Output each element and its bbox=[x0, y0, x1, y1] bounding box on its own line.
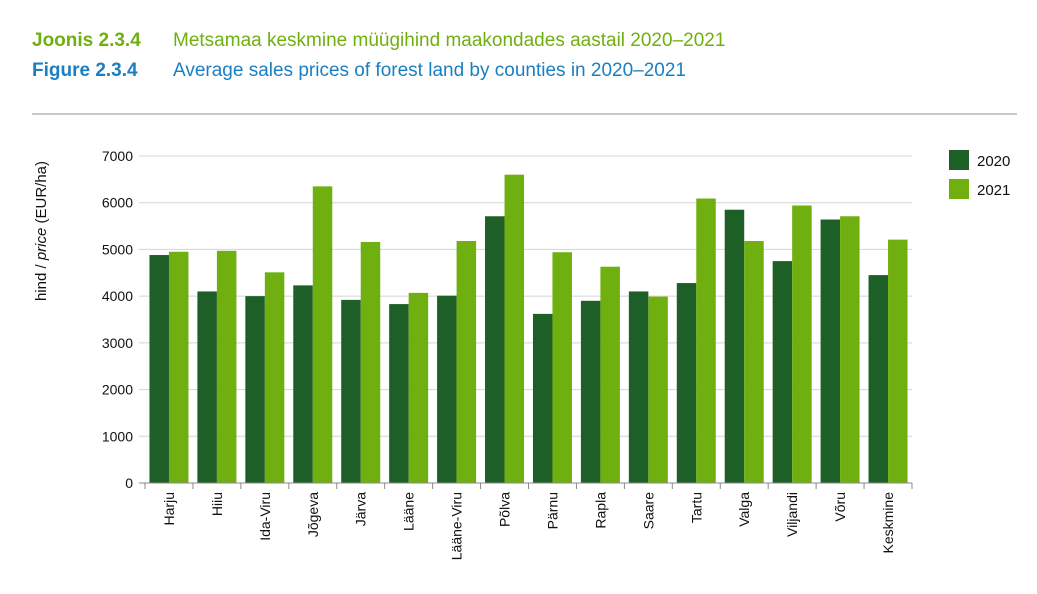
bar-2021 bbox=[360, 241, 381, 483]
english-caption: Figure 2.3.4 Average sales prices of for… bbox=[32, 60, 725, 90]
x-category-label: Hiiu bbox=[209, 492, 225, 516]
estonian-caption: Joonis 2.3.4 Metsamaa keskmine müügihind… bbox=[32, 30, 725, 60]
x-category-label: Jõgeva bbox=[305, 492, 321, 537]
x-category-label: Tartu bbox=[688, 492, 704, 523]
bar-2020 bbox=[868, 275, 889, 483]
x-category-label: Keskmine bbox=[880, 492, 896, 554]
legend-label-2020: 2020 bbox=[977, 153, 1010, 170]
bar-2021 bbox=[744, 241, 764, 483]
x-category-label: Lääne-Viru bbox=[449, 492, 465, 560]
legend-swatch-2021 bbox=[949, 179, 969, 199]
bar-2021 bbox=[792, 205, 812, 483]
bar-2021 bbox=[216, 250, 237, 483]
bar-2020 bbox=[724, 209, 745, 483]
y-axis-label-text: hind / bbox=[33, 260, 50, 301]
bar-2021 bbox=[600, 266, 620, 483]
x-category-label: Viljandi bbox=[784, 492, 800, 537]
bar-2020 bbox=[245, 296, 265, 483]
estonian-figure-label: Joonis 2.3.4 bbox=[32, 30, 141, 51]
legend: 2020 2021 bbox=[949, 150, 1010, 199]
bar-2021 bbox=[408, 292, 429, 483]
bar-2020 bbox=[197, 291, 217, 483]
x-category-label: Järva bbox=[353, 492, 369, 526]
bar-2021 bbox=[504, 174, 525, 483]
x-category-label: Põlva bbox=[497, 492, 513, 527]
bar-2021 bbox=[552, 252, 572, 483]
y-axis-label-unit: (EUR/ha) bbox=[33, 161, 50, 228]
bar-2021 bbox=[696, 198, 716, 483]
english-figure-label: Figure 2.3.4 bbox=[32, 60, 138, 81]
x-axis-categories: Harju Hiiu Ida-Viru Jõgeva Järva Lääne Lääne-V… bbox=[161, 492, 896, 560]
bar-2020 bbox=[628, 291, 649, 483]
x-category-label: Rapla bbox=[592, 492, 608, 529]
y-tick-label: 3000 bbox=[102, 335, 133, 351]
bar-2020 bbox=[389, 304, 409, 483]
legend-swatch-2020 bbox=[949, 150, 969, 170]
english-figure-title: Average sales prices of forest land by c… bbox=[173, 60, 686, 81]
bar-2020 bbox=[341, 299, 361, 483]
y-tick-label: 0 bbox=[125, 475, 133, 491]
x-category-label: Võru bbox=[832, 492, 848, 522]
bar-2021 bbox=[888, 239, 908, 483]
bar-2021 bbox=[456, 241, 477, 483]
header-divider bbox=[32, 113, 1017, 115]
x-category-label: Lääne bbox=[401, 492, 417, 531]
bar-2020 bbox=[485, 216, 505, 484]
y-tick-label: 6000 bbox=[102, 195, 133, 211]
bar-2020 bbox=[293, 285, 313, 483]
x-category-label: Valga bbox=[736, 492, 752, 527]
bar-2020 bbox=[676, 283, 697, 483]
bar-2020 bbox=[820, 219, 841, 483]
x-axis bbox=[139, 482, 913, 489]
x-category-label: Harju bbox=[161, 492, 177, 525]
legend-label-2021: 2021 bbox=[977, 182, 1010, 199]
bars bbox=[149, 174, 908, 484]
y-axis-label-italic: price bbox=[33, 228, 50, 262]
y-tick-label: 7000 bbox=[102, 148, 133, 164]
y-tick-label: 4000 bbox=[102, 288, 133, 304]
x-category-label: Pärnu bbox=[544, 492, 560, 529]
bar-2021 bbox=[264, 272, 285, 483]
x-category-label: Ida-Viru bbox=[257, 492, 273, 541]
y-tick-label: 5000 bbox=[102, 241, 133, 257]
y-tick-label: 2000 bbox=[102, 382, 133, 398]
bar-2020 bbox=[772, 261, 793, 483]
bar-2020 bbox=[580, 300, 601, 483]
bar-2021 bbox=[840, 216, 860, 484]
y-axis-ticks: 0 1000 2000 3000 4000 5000 6000 7000 bbox=[102, 148, 133, 491]
figure-header: Joonis 2.3.4 Metsamaa keskmine müügihind… bbox=[32, 30, 725, 90]
bar-2020 bbox=[149, 255, 169, 483]
bar-2021 bbox=[648, 296, 668, 483]
x-category-label: Saare bbox=[640, 492, 656, 530]
y-tick-label: 1000 bbox=[102, 428, 133, 444]
bar-2021 bbox=[312, 186, 333, 483]
y-axis-label: hind / price (EUR/ha) bbox=[33, 161, 50, 301]
estonian-figure-title: Metsamaa keskmine müügihind maakondades … bbox=[173, 30, 726, 51]
bar-2021 bbox=[168, 251, 189, 483]
bar-2020 bbox=[437, 295, 457, 483]
bar-2020 bbox=[532, 313, 553, 483]
